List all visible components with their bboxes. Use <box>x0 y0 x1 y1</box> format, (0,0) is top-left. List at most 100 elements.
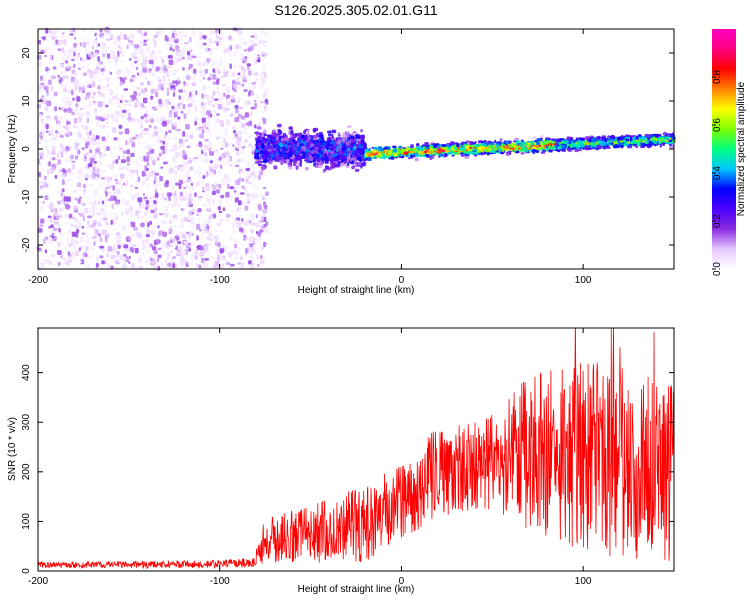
heatmap-cell <box>106 132 110 136</box>
heatmap-cell <box>218 183 222 189</box>
heatmap-cell <box>114 94 119 99</box>
heatmap-cell <box>97 212 102 216</box>
heatmap-cell <box>206 225 210 230</box>
heatmap-cell <box>120 112 124 118</box>
heatmap-cell <box>183 258 187 265</box>
heatmap-cell <box>140 201 146 207</box>
heatmap-cell <box>104 262 109 265</box>
heatmap-cell <box>116 98 121 101</box>
heatmap-cell <box>246 126 249 129</box>
heatmap-cell <box>219 164 223 169</box>
heatmap-cell <box>218 134 224 139</box>
heatmap-cell <box>48 157 53 162</box>
heatmap-cell <box>60 109 64 114</box>
heatmap-cell <box>191 187 194 190</box>
heatmap-cell <box>243 201 246 207</box>
heatmap-cell <box>242 185 246 191</box>
heatmap-cell <box>113 217 118 221</box>
heatmap-cell <box>318 164 323 169</box>
heatmap-cell <box>80 106 86 111</box>
heatmap-cell <box>61 34 64 39</box>
heatmap-cell <box>239 171 243 175</box>
heatmap-cell <box>46 90 49 96</box>
heatmap-cell <box>116 188 121 195</box>
heatmap-cell <box>233 238 237 243</box>
heatmap-cell <box>249 237 252 243</box>
heatmap-cell <box>82 216 85 222</box>
heatmap-cell <box>130 34 135 39</box>
heatmap-cell <box>250 255 253 259</box>
heatmap-cell <box>67 253 72 257</box>
heatmap-cell <box>218 210 223 214</box>
heatmap-cell <box>101 209 106 216</box>
heatmap-cell <box>47 79 52 85</box>
heatmap-cell <box>203 227 206 232</box>
heatmap-cell <box>152 132 157 137</box>
heatmap-cell <box>154 183 159 187</box>
heatmap-cell <box>222 107 227 113</box>
heatmap-cell <box>175 264 178 269</box>
heatmap-cell <box>110 114 114 118</box>
heatmap-cell <box>225 246 230 250</box>
heatmap-cell <box>246 161 249 167</box>
heatmap-cell <box>257 203 262 209</box>
heatmap-cell <box>199 80 203 83</box>
heatmap-cell <box>207 86 211 89</box>
heatmap-cell <box>180 50 186 56</box>
heatmap-cell <box>89 208 93 214</box>
heatmap-cell <box>109 265 112 269</box>
heatmap-cell <box>75 225 80 229</box>
heatmap-cell <box>160 264 165 271</box>
heatmap-cell <box>119 100 123 104</box>
heatmap-cell <box>57 74 60 78</box>
heatmap-cell <box>148 151 152 155</box>
heatmap-cell <box>89 201 94 205</box>
heatmap-cell <box>216 183 219 188</box>
heatmap-cell <box>119 147 123 151</box>
heatmap-cell <box>42 238 46 245</box>
heatmap-cell <box>346 130 349 135</box>
heatmap-cell <box>123 166 126 170</box>
heatmap-cell <box>139 132 143 138</box>
heatmap-cell <box>65 100 71 105</box>
heatmap-cell <box>78 221 82 224</box>
heatmap-cell <box>128 224 132 229</box>
heatmap-cell <box>44 195 49 200</box>
heatmap-cell <box>38 113 42 119</box>
heatmap-cell <box>225 88 230 95</box>
heatmap-cell <box>254 195 259 199</box>
heatmap-cell <box>53 91 58 97</box>
heatmap-cell <box>160 154 166 160</box>
heatmap-cell <box>351 144 354 148</box>
heatmap-cell <box>310 143 315 147</box>
heatmap-cell <box>198 251 201 255</box>
heatmap-cell <box>171 230 174 235</box>
heatmap-cell <box>119 161 123 167</box>
heatmap-cell <box>220 228 224 233</box>
heatmap-cell <box>148 212 151 217</box>
heatmap-cell <box>58 227 61 233</box>
heatmap-cell <box>161 195 164 199</box>
heatmap-cell <box>58 261 61 267</box>
heatmap-cell <box>61 96 65 102</box>
heatmap-cell <box>172 80 176 84</box>
heatmap-cell <box>280 161 284 166</box>
heatmap-cell <box>168 243 171 248</box>
heatmap-cell <box>287 144 290 150</box>
heatmap-cell <box>325 157 329 161</box>
heatmap-cell <box>93 233 99 237</box>
heatmap-cell <box>254 99 257 103</box>
heatmap-cell <box>339 150 344 155</box>
heatmap-cell <box>172 143 176 150</box>
heatmap-cell <box>86 117 90 124</box>
heatmap-cell <box>152 170 156 174</box>
heatmap-cell <box>240 52 245 58</box>
heatmap-cell <box>227 123 231 126</box>
heatmap-cell <box>74 139 77 143</box>
heatmap-cell <box>145 206 148 210</box>
heatmap-cell <box>147 144 150 151</box>
heatmap-cell <box>185 180 189 183</box>
heatmap-cell <box>275 155 280 160</box>
heatmap-cell <box>186 81 189 87</box>
heatmap-cell <box>58 207 64 212</box>
